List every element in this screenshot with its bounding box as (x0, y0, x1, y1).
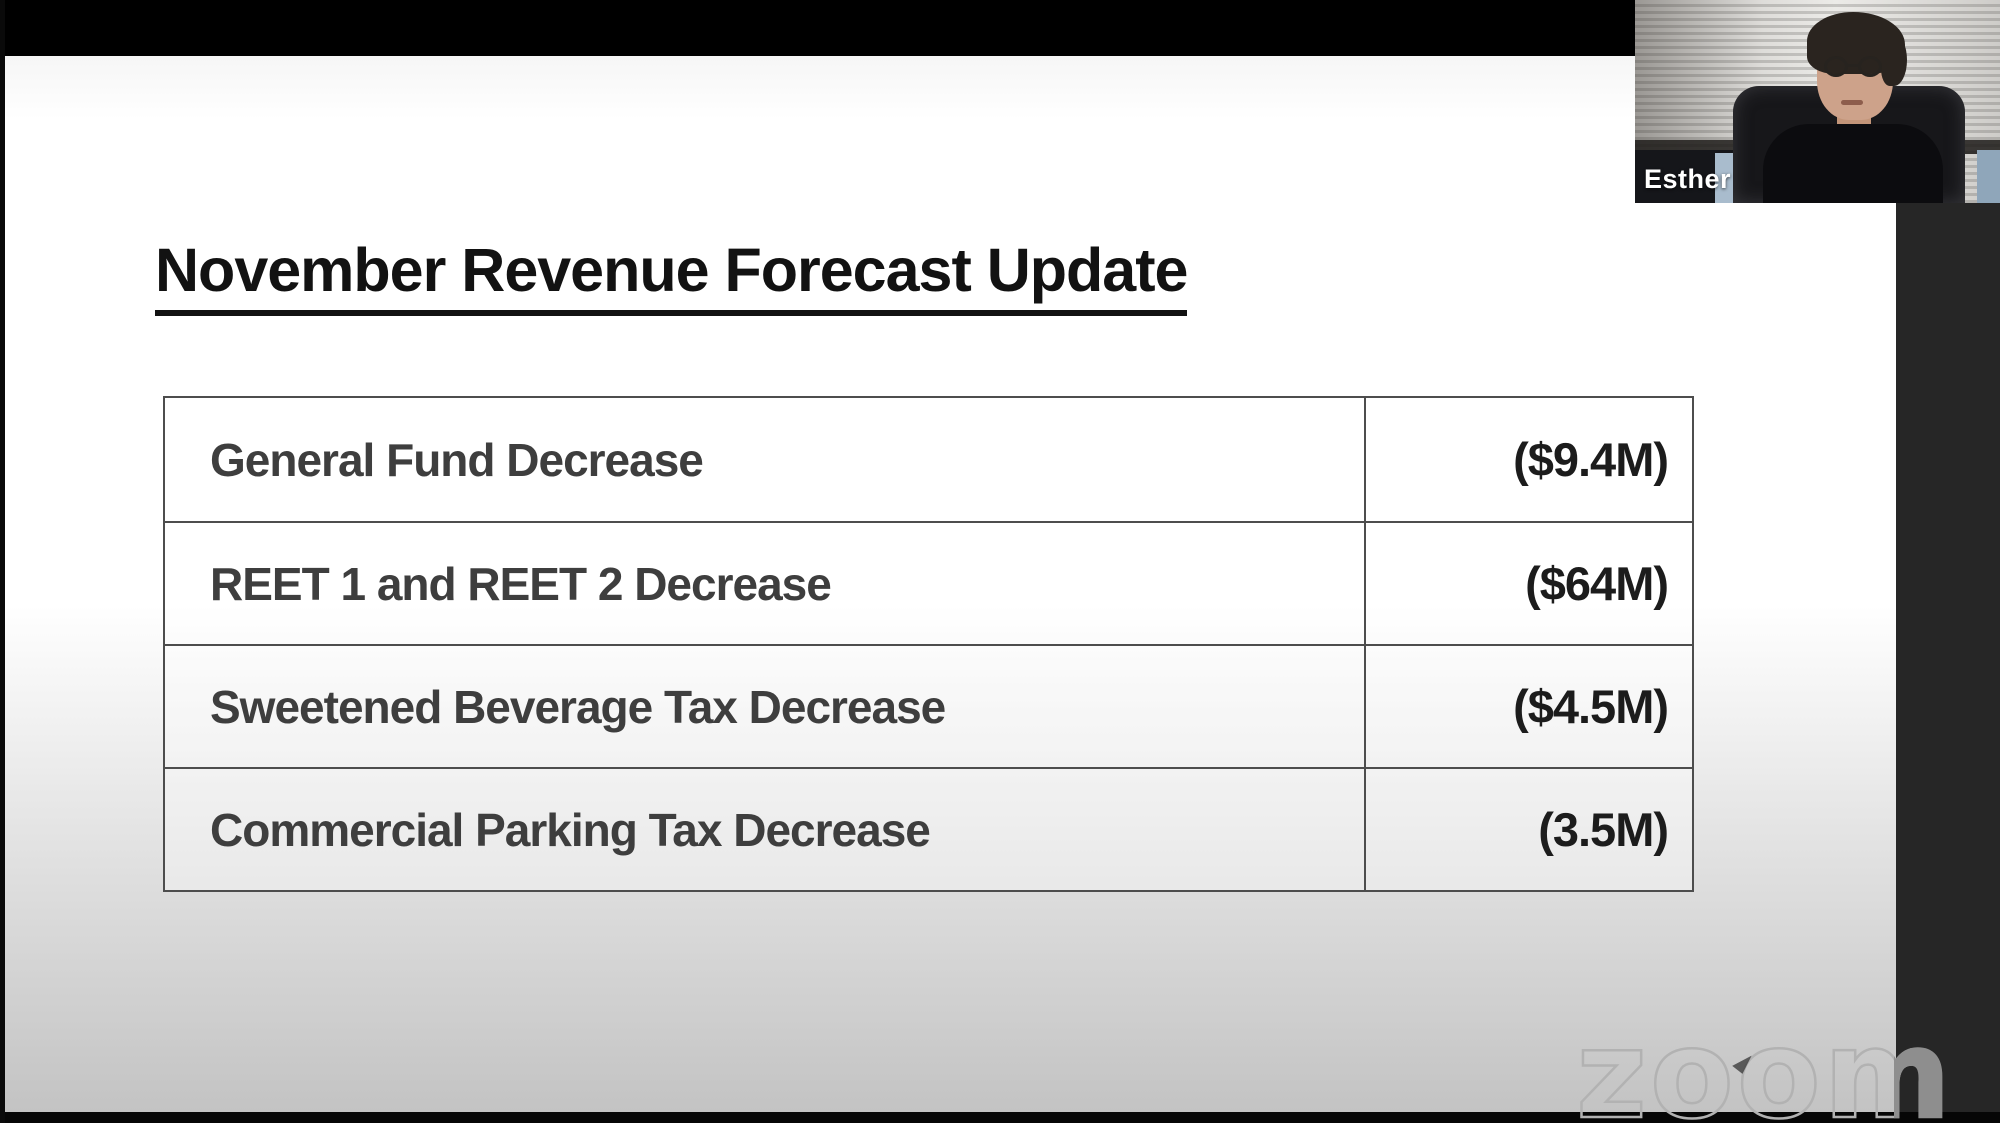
row-value: (3.5M) (1364, 769, 1692, 890)
slide-title: November Revenue Forecast Update (155, 238, 1188, 317)
participant-name-label: Esther (1644, 164, 1732, 194)
revenue-table: General Fund Decrease ($9.4M) REET 1 and… (163, 396, 1694, 892)
row-label: Commercial Parking Tax Decrease (210, 803, 931, 856)
row-label: Sweetened Beverage Tax Decrease (210, 680, 946, 733)
row-value: ($4.5M) (1364, 646, 1692, 767)
bottom-letterbox-bar (0, 1112, 2000, 1123)
table-row: Sweetened Beverage Tax Decrease ($4.5M) (165, 644, 1692, 767)
row-value: ($64M) (1364, 523, 1692, 644)
participant-mouth (1841, 100, 1863, 105)
glasses-lens (1824, 56, 1848, 77)
glasses-bridge (1846, 64, 1860, 67)
table-row: REET 1 and REET 2 Decrease ($64M) (165, 521, 1692, 644)
row-label: General Fund Decrease (210, 433, 704, 486)
glasses-lens (1858, 56, 1882, 77)
webcam-thumbnail[interactable]: Esther (1635, 0, 2000, 203)
row-value: ($9.4M) (1364, 398, 1692, 521)
table-row: Commercial Parking Tax Decrease (3.5M) (165, 767, 1692, 890)
participant-hair (1881, 34, 1907, 86)
shared-slide: November Revenue Forecast Update General… (5, 56, 1896, 1112)
window-pane (1977, 150, 2000, 203)
left-letterbox-strip (0, 0, 5, 1123)
table-row: General Fund Decrease ($9.4M) (165, 398, 1692, 521)
row-label: REET 1 and REET 2 Decrease (210, 557, 832, 610)
participant-glasses (1824, 56, 1886, 78)
participant-body (1763, 124, 1943, 203)
